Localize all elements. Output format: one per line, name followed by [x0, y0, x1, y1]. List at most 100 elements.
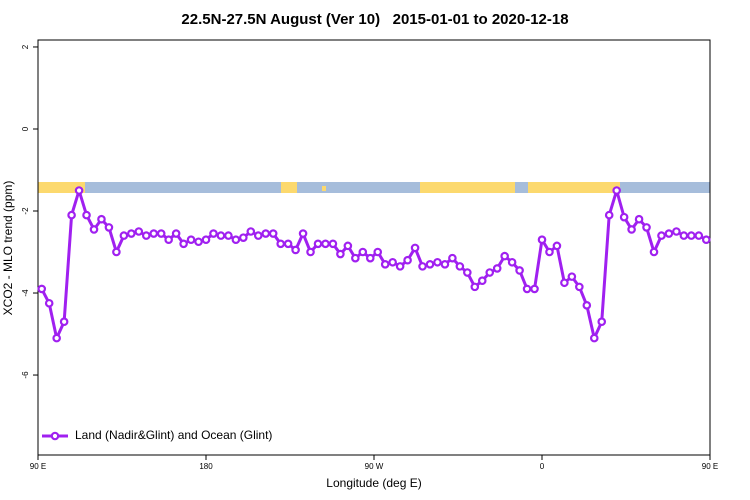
data-point — [156, 229, 166, 238]
data-point — [589, 333, 599, 343]
data-point — [612, 186, 621, 195]
data-point — [336, 249, 345, 259]
x-tick-label: 90 E — [30, 462, 46, 471]
data-point — [649, 247, 659, 257]
data-point — [261, 229, 271, 238]
chart-title: 22.5N-27.5N August (Ver 10) 2015-01-01 t… — [181, 11, 568, 28]
data-point — [89, 225, 99, 234]
data-point — [52, 333, 61, 343]
data-point — [268, 229, 278, 238]
data-point — [127, 229, 136, 238]
x-axis-label: Longitude (deg E) — [326, 476, 421, 490]
data-point — [537, 235, 547, 245]
data-point — [522, 284, 532, 294]
data-point — [687, 231, 696, 240]
data-point — [388, 257, 397, 267]
data-point — [239, 233, 248, 242]
data-point — [507, 257, 517, 267]
data-point — [634, 214, 644, 224]
data-point — [463, 268, 472, 277]
data-point — [104, 223, 114, 232]
data-point — [276, 239, 285, 249]
data-point — [530, 284, 539, 294]
x-tick-label: 90 E — [702, 462, 718, 471]
data-point — [455, 262, 465, 271]
y-tick-label: -6 — [21, 371, 30, 379]
data-point — [418, 262, 427, 271]
data-point — [604, 210, 614, 220]
legend-label: Land (Nadir&Glint) and Ocean (Glint) — [75, 428, 272, 442]
data-point — [149, 229, 159, 238]
data-point — [597, 317, 607, 327]
data-point — [365, 253, 375, 263]
data-point — [425, 260, 435, 269]
data-point — [134, 227, 144, 236]
data-point — [97, 214, 106, 224]
data-point — [403, 255, 412, 265]
data-point — [545, 247, 554, 257]
x-tick-label: 90 W — [365, 462, 384, 471]
y-axis-label: XCO2 - MLO trend (ppm) — [1, 181, 15, 316]
y-tick-label: 2 — [21, 44, 30, 49]
data-point — [82, 210, 91, 220]
data-point — [358, 247, 368, 257]
data-point — [560, 278, 569, 288]
data-point — [231, 235, 241, 245]
data-point — [37, 284, 47, 294]
data-point — [179, 239, 188, 249]
data-point — [119, 231, 129, 240]
data-point — [515, 266, 524, 275]
ocean-band — [38, 182, 710, 193]
data-point — [246, 227, 256, 236]
land-ocean-strip — [38, 182, 710, 193]
land-band — [38, 182, 85, 193]
data-point — [343, 241, 353, 251]
data-point — [298, 229, 308, 238]
data-point — [492, 264, 502, 273]
x-tick-label: 0 — [540, 462, 545, 471]
land-band — [281, 182, 297, 193]
data-point — [575, 282, 584, 292]
data-point — [657, 231, 666, 240]
data-point — [283, 239, 293, 249]
data-point — [201, 235, 211, 245]
data-point — [112, 247, 121, 257]
data-point — [470, 282, 480, 292]
data-point — [74, 186, 84, 195]
data-point — [567, 272, 577, 281]
land-band — [420, 182, 515, 193]
data-point — [672, 227, 681, 236]
data-point — [321, 239, 330, 249]
y-tick-label: 0 — [21, 126, 30, 131]
data-point — [642, 223, 651, 232]
data-point — [313, 239, 323, 249]
data-point — [253, 231, 263, 240]
data-point — [477, 276, 487, 286]
data-point — [306, 247, 315, 257]
data-point — [410, 243, 420, 253]
data-point — [582, 301, 592, 310]
data-point — [171, 229, 181, 238]
data-point — [627, 225, 636, 234]
data-point — [694, 231, 704, 240]
data-point — [664, 229, 674, 238]
land-band — [322, 186, 326, 191]
data-point — [373, 247, 383, 257]
data-point — [433, 257, 442, 267]
data-point — [224, 231, 233, 240]
data-point — [500, 251, 509, 261]
data-point — [186, 235, 196, 245]
data-point — [485, 268, 495, 277]
data-point — [395, 262, 405, 271]
data-point — [141, 231, 151, 240]
data-point — [194, 237, 203, 247]
data-point — [328, 239, 338, 249]
data-point — [448, 253, 457, 263]
data-point — [59, 317, 69, 327]
y-tick-label: -2 — [21, 207, 30, 215]
data-point — [701, 235, 711, 245]
x-tick-label: 180 — [199, 462, 213, 471]
legend-marker — [50, 431, 60, 441]
data-point — [291, 245, 300, 255]
